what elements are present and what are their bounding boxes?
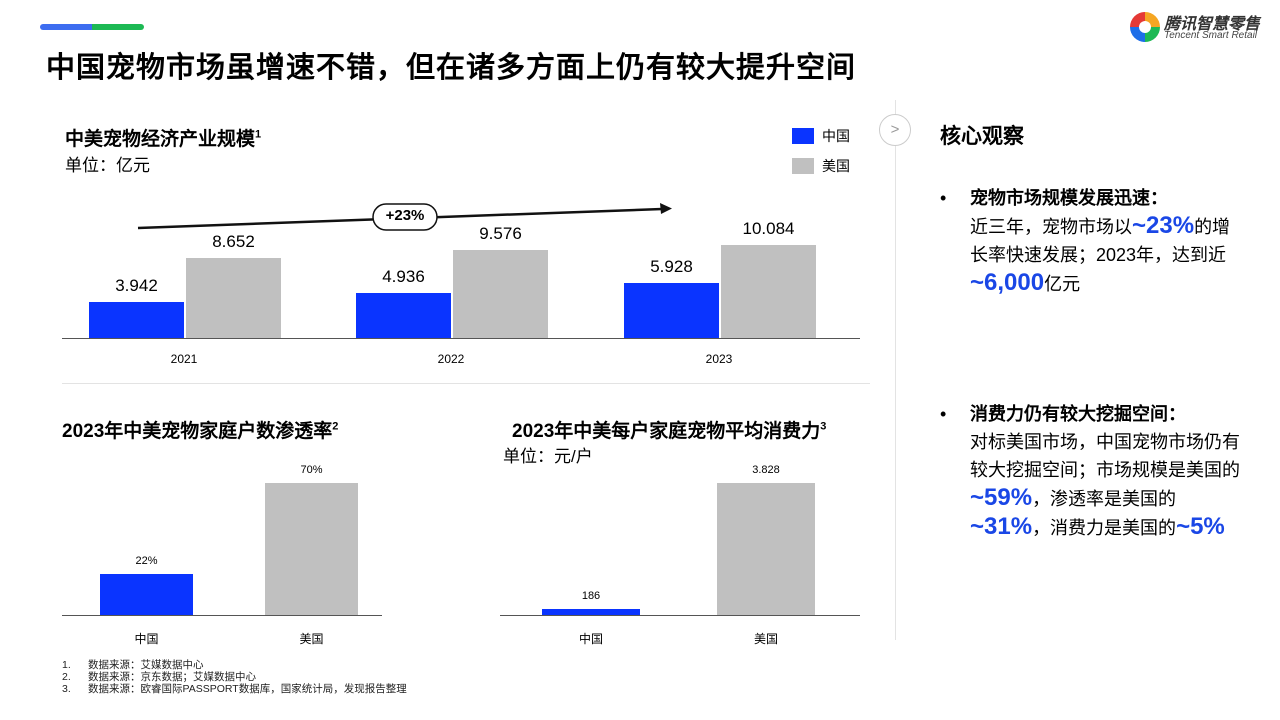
- x-tick-label: 2021: [170, 352, 198, 366]
- bar-china-2023: [624, 283, 719, 338]
- bar-china: [100, 573, 193, 615]
- insight-body: 近三年，宠物市场以~23%的增长率快速发展；2023年，达到近~6,000亿元: [970, 212, 1231, 296]
- insight-head: 消费力仍有较大挖掘空间：: [970, 404, 1186, 424]
- data-label: 3.828: [752, 464, 780, 476]
- legend-swatch-usa: [792, 158, 814, 174]
- x-tick-label: 中国: [134, 632, 159, 646]
- growth-label: +23%: [385, 207, 425, 224]
- divider: [62, 383, 870, 384]
- page-title: 中国宠物市场虽增速不错，但在诸多方面上仍有较大提升空间: [46, 52, 857, 84]
- chart2-title: 2023年中美宠物家庭户数渗透率2: [62, 420, 339, 442]
- x-tick-label: 2023: [705, 352, 733, 366]
- bar-china: [542, 608, 640, 615]
- data-label: 186: [581, 589, 601, 602]
- insight-head: 宠物市场规模发展迅速：: [970, 188, 1168, 208]
- footnotes: 1. 数据来源：艾媒数据中心 2. 数据来源：京东数据；艾媒数据中心 3. 数据来源：…: [62, 659, 407, 695]
- data-label: 10.084: [742, 219, 795, 239]
- footnote: 3. 数据来源：欧睿国际PASSPORT数据库，国家统计局，发现报告整理: [62, 683, 407, 695]
- x-axis: [500, 615, 860, 616]
- brand-stripe: [40, 24, 144, 30]
- vertical-divider: [895, 100, 896, 640]
- x-tick-label: 美国: [299, 632, 324, 646]
- x-tick-label: 2022: [437, 352, 465, 366]
- x-tick-label: 美国: [753, 632, 779, 646]
- bar-usa-2023: [721, 245, 816, 338]
- x-axis: [62, 615, 382, 616]
- bar-usa-2022: [453, 249, 548, 338]
- insight-body: 对标美国市场，中国宠物市场仍有较大挖掘空间；市场规模是美国的~59%，渗透率是美…: [970, 432, 1240, 540]
- expand-chevron-icon[interactable]: >: [879, 114, 911, 146]
- logo-subtext: Tencent Smart Retail: [1164, 30, 1258, 41]
- insights-title: 核心观察: [940, 125, 1024, 148]
- insights-panel: 核心观察: [940, 120, 1024, 150]
- data-label: 9.576: [479, 223, 522, 243]
- data-label: 8.652: [212, 232, 255, 252]
- legend-swatch-china: [792, 128, 814, 144]
- tencent-logo: 腾讯智慧零售 Tencent Smart Retail: [1130, 10, 1275, 46]
- footnote: 2. 数据来源：京东数据；艾媒数据中心: [62, 671, 256, 683]
- chart3-title: 2023年中美每户家庭宠物平均消费力3: [512, 420, 827, 442]
- data-label: 3.942: [115, 275, 158, 295]
- legend-china: 中国: [792, 126, 850, 146]
- chart1-unit: 单位：亿元: [65, 156, 150, 175]
- bar-usa: [265, 483, 358, 615]
- growth-arrow: [137, 203, 672, 231]
- logo-icon: [1130, 12, 1160, 42]
- data-label: 70%: [300, 464, 323, 476]
- footnote: 1. 数据来源：艾媒数据中心: [62, 659, 204, 671]
- bar-usa: [717, 483, 815, 615]
- legend-usa: 美国: [792, 156, 850, 176]
- bar-china-2021: [89, 301, 184, 338]
- chart1-title: 中美宠物经济产业规模1: [65, 128, 262, 150]
- x-tick-label: 中国: [578, 632, 604, 646]
- legend-label: 美国: [822, 158, 850, 174]
- bar-usa-2021: [186, 258, 281, 338]
- data-label: 5.928: [650, 257, 693, 277]
- logo-text: 腾讯智慧零售: [1164, 16, 1261, 33]
- x-axis: [62, 338, 860, 339]
- data-label: 4.936: [382, 266, 425, 286]
- bar-china-2022: [356, 292, 451, 338]
- chart3-unit: 单位：元/户: [503, 447, 593, 466]
- data-label: 22%: [135, 554, 158, 567]
- legend-label: 中国: [822, 128, 850, 144]
